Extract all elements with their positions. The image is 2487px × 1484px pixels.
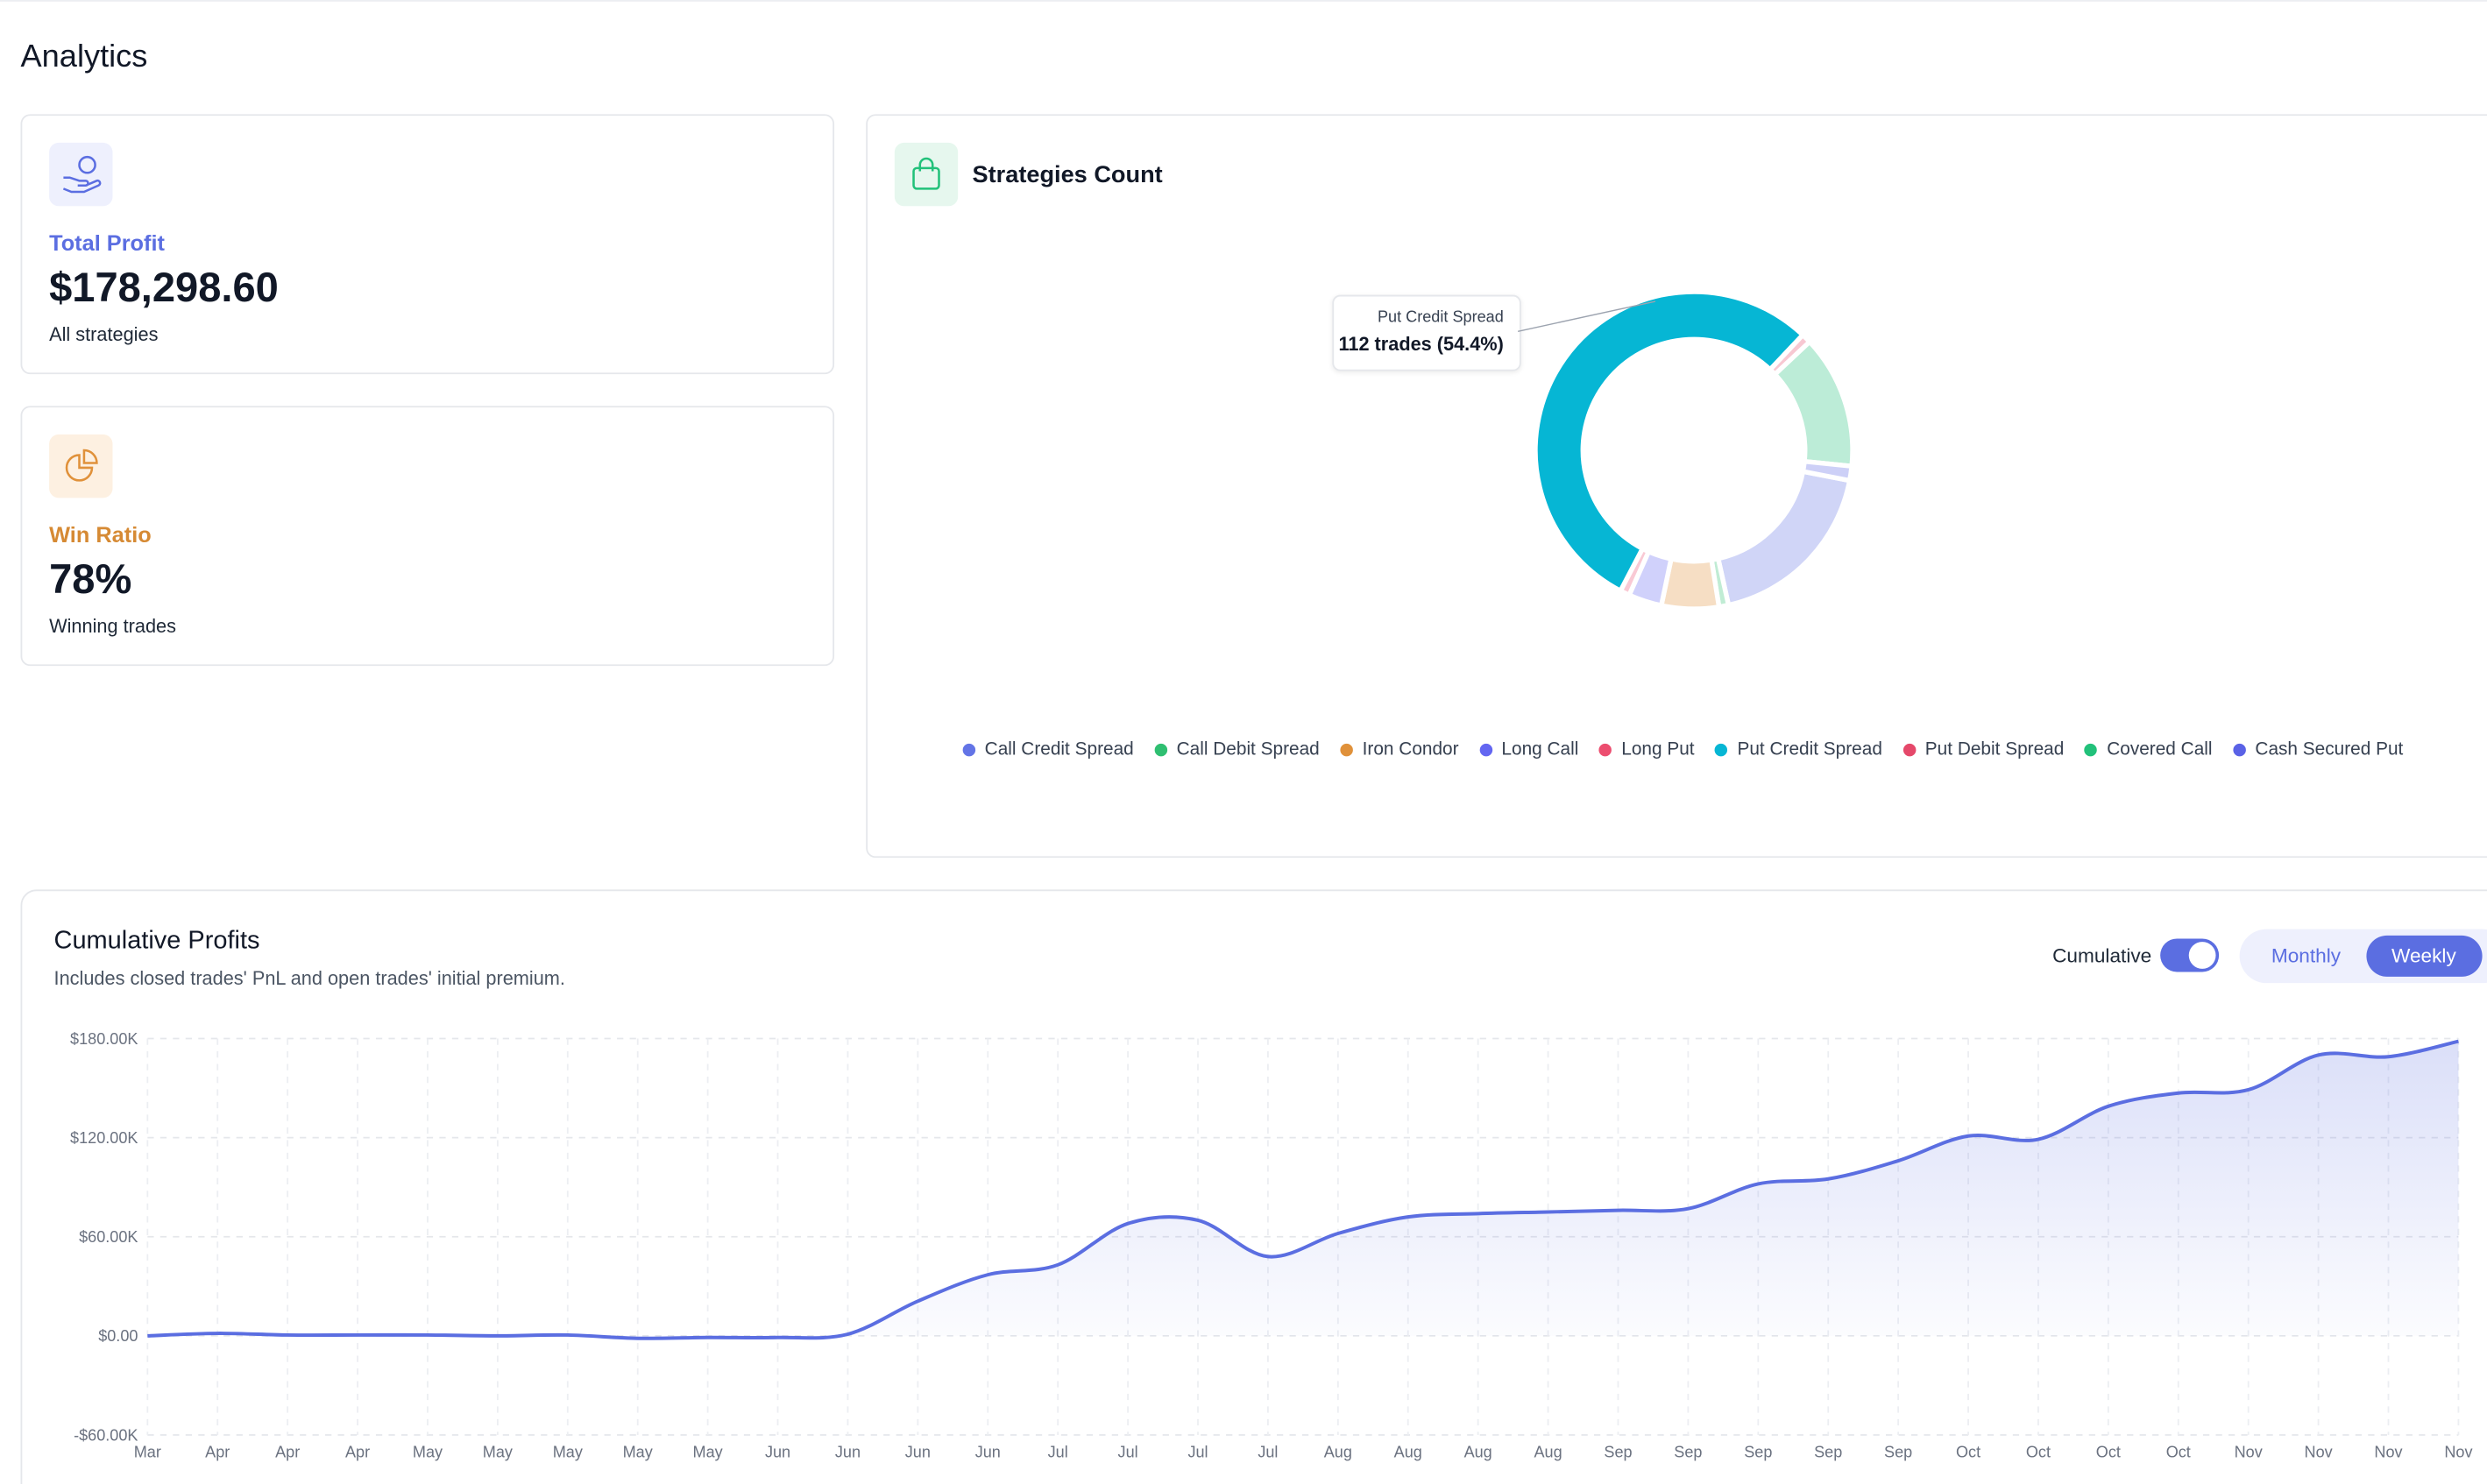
card-value: 78%	[49, 555, 132, 603]
legend-dot	[1598, 743, 1612, 757]
panel-title: Strategies Count	[972, 161, 1163, 189]
card-value: $178,298.60	[49, 263, 279, 311]
toggle-label: Cumulative	[2052, 944, 2152, 968]
legend-item: Long Call	[1479, 740, 1578, 760]
legend-dot	[962, 743, 975, 757]
toggle[interactable]	[2160, 938, 2220, 972]
legend-item: Cash Secured Put	[2233, 740, 2403, 760]
legend-item: Covered Call	[2084, 740, 2213, 760]
legend-dot	[1715, 743, 1728, 757]
profit-icon	[49, 142, 113, 207]
legend-dot	[1902, 743, 1916, 757]
card-label: Win Ratio	[49, 521, 152, 548]
legend-dot	[1340, 743, 1353, 757]
legend: Call Credit Spread Call Debit Spread Iron …	[866, 740, 2487, 760]
toggle-knob	[2188, 942, 2216, 969]
legend-dot	[1479, 743, 1492, 757]
card-label: Total Profit	[49, 230, 165, 256]
legend-label: Cash Secured Put	[2255, 740, 2404, 760]
legend-label: Long Put	[1621, 740, 1695, 760]
legend-item: Put Debit Spread	[1902, 740, 2064, 760]
legend-label: Put Debit Spread	[1924, 740, 2065, 760]
tooltip-title: Put Credit Spread	[1377, 308, 1504, 327]
legend-item: Call Debit Spread	[1154, 740, 1320, 760]
tooltip-text: 112 trades (54.4%)	[1338, 333, 1504, 356]
legend-dot	[1154, 743, 1167, 757]
legend-dot	[2084, 743, 2098, 757]
win-card: Win Ratio 78% Winning trades	[20, 406, 835, 667]
legend-dot	[2233, 743, 2246, 757]
tab[interactable]: Monthly	[2271, 944, 2342, 968]
bag-icon	[912, 157, 940, 190]
legend-label: Covered Call	[2107, 740, 2213, 760]
panel-title: Cumulative Profits	[53, 927, 260, 955]
tab[interactable]: Weekly	[2366, 935, 2482, 977]
profits-card: Cumulative Profits Includes closed trade…	[20, 889, 2487, 1484]
panel-subtitle: Includes closed trades' PnL and open tra…	[53, 967, 565, 990]
legend-item: Call Credit Spread	[962, 740, 1134, 760]
win-icon	[49, 434, 113, 498]
pie-icon	[65, 449, 98, 482]
legend-label: Put Credit Spread	[1737, 740, 1882, 760]
bag-icon-box	[894, 142, 959, 207]
page-title: Analytics	[20, 39, 148, 75]
legend-item: Long Put	[1598, 740, 1695, 760]
tooltip: Put Credit Spread 112 trades (54.4%)	[1332, 294, 1521, 371]
tabs: Monthly Weekly	[2239, 929, 2487, 984]
legend-item: Iron Condor	[1340, 740, 1459, 760]
legend-item: Put Credit Spread	[1715, 740, 1882, 760]
legend-label: Iron Condor	[1362, 740, 1459, 760]
card-caption: Winning trades	[49, 615, 176, 638]
legend-label: Call Debit Spread	[1176, 740, 1320, 760]
legend-label: Long Call	[1501, 740, 1579, 760]
profit-card: Total Profit $178,298.60 All strategies	[20, 114, 835, 375]
legend-label: Call Credit Spread	[984, 740, 1134, 760]
card-caption: All strategies	[49, 323, 159, 346]
hand-coin-icon	[62, 155, 102, 194]
